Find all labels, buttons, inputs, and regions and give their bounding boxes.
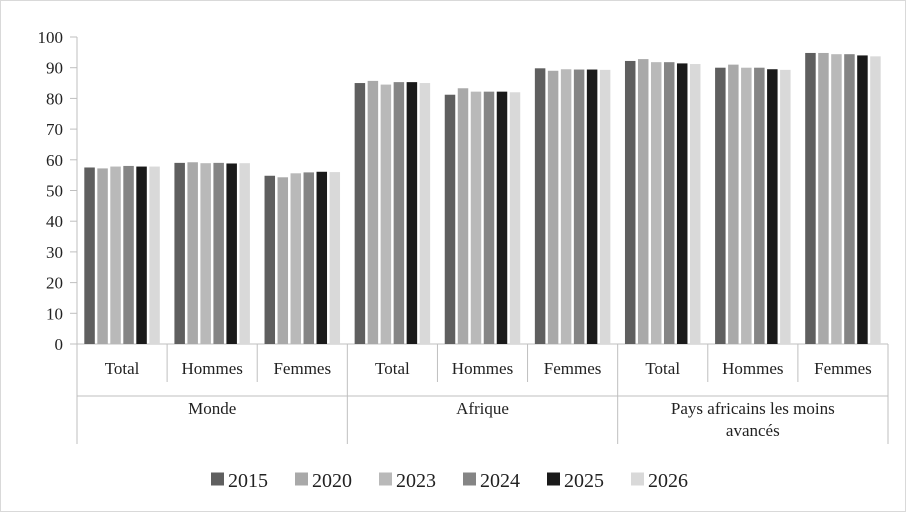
bar-2026-pays-hommes: [780, 69, 791, 344]
bar-2020-pays-femmes: [818, 52, 829, 345]
bar-2026-afrique-femmes: [599, 69, 611, 344]
bar-2015-pays-femmes: [805, 52, 816, 345]
x-category-label: Femmes: [544, 359, 602, 378]
bar-2015-monde-hommes: [174, 162, 185, 344]
y-tick-label: 100: [38, 28, 64, 47]
x-group-label-line: avancés: [726, 421, 780, 440]
bar-2015-afrique-hommes: [444, 94, 456, 344]
y-tick-label: 60: [46, 151, 63, 170]
x-category-label: Total: [105, 359, 140, 378]
bar-2020-monde-femmes: [277, 177, 289, 344]
bar-2026-pays-total: [689, 64, 701, 345]
bar-2025-monde-total: [136, 166, 147, 344]
x-group-label: Afrique: [456, 399, 509, 418]
bar-2015-monde-total: [84, 167, 95, 344]
bar-2023-monde-hommes: [200, 163, 211, 344]
legend-label-2023: 2023: [396, 470, 436, 492]
bar-2023-pays-femmes: [831, 54, 842, 344]
bar-2024-pays-femmes: [844, 54, 855, 344]
legend-label-2025: 2025: [564, 470, 604, 492]
bar-2023-monde-total: [110, 166, 121, 344]
bar-2015-afrique-total: [354, 83, 366, 345]
y-tick-label: 20: [46, 274, 63, 293]
bar-2024-afrique-total: [393, 82, 405, 344]
bar-2023-pays-hommes: [741, 67, 752, 344]
legend-label-2020: 2020: [312, 470, 352, 492]
bar-2020-afrique-hommes: [457, 88, 469, 345]
bar-2025-monde-hommes: [226, 163, 237, 344]
x-category-label: Total: [645, 359, 680, 378]
y-tick-label: 70: [46, 120, 63, 139]
y-tick-label: 50: [46, 182, 63, 201]
bar-2026-afrique-hommes: [509, 92, 521, 344]
bar-2025-pays-hommes: [767, 69, 778, 345]
legend-swatch-2015: [211, 472, 224, 486]
bar-2023-afrique-total: [380, 84, 392, 344]
bar-2024-afrique-hommes: [483, 91, 495, 345]
bar-2024-monde-femmes: [303, 172, 315, 344]
bar-2015-pays-hommes: [715, 67, 726, 344]
legend: 2015 2020 2023 2024 2025 2026: [211, 470, 688, 492]
bar-2025-afrique-hommes: [496, 91, 508, 345]
y-tick-label: 90: [46, 59, 63, 78]
y-tick-label: 80: [46, 89, 63, 108]
bar-2023-afrique-hommes: [470, 91, 482, 345]
bar-2024-monde-hommes: [213, 162, 224, 344]
bar-2024-monde-total: [123, 165, 134, 344]
bar-2026-monde-total: [149, 166, 160, 344]
bar-2020-pays-total: [637, 59, 649, 344]
bar-2025-monde-femmes: [316, 171, 328, 344]
legend-swatch-2023: [379, 472, 392, 486]
legend-label-2026: 2026: [648, 470, 688, 492]
label-layer: Total Hommes Femmes Monde Total Hommes Femmes A…: [105, 359, 872, 440]
bar-2024-pays-hommes: [754, 67, 765, 344]
bar-2025-pays-total: [676, 63, 688, 345]
bar-2015-afrique-femmes: [534, 68, 546, 344]
bar-2026-afrique-total: [419, 83, 431, 345]
y-tick-label: 0: [55, 335, 64, 354]
legend-label-2024: 2024: [480, 470, 520, 492]
bar-2015-monde-femmes: [264, 175, 276, 344]
bar-2020-monde-hommes: [187, 162, 198, 344]
legend-swatch-2025: [547, 472, 560, 486]
bar-2026-monde-femmes: [329, 172, 341, 344]
y-tick-label: 30: [46, 243, 63, 262]
x-group-label: Monde: [188, 399, 236, 418]
x-category-label: Hommes: [452, 359, 513, 378]
legend-swatch-2026: [631, 472, 644, 486]
bar-2023-pays-total: [650, 62, 662, 345]
bar-2024-afrique-femmes: [573, 69, 585, 344]
bar-2024-pays-total: [663, 62, 675, 345]
axis-layer: 0 10 20 30 40 50 60 70 80 90 100: [38, 28, 889, 444]
legend-label-2015: 2015: [228, 470, 268, 492]
bar-2023-monde-femmes: [290, 173, 302, 344]
bar-2020-pays-hommes: [728, 64, 739, 344]
x-group-label-line: Pays africains les moins: [671, 399, 835, 418]
bar-layer: [84, 52, 881, 345]
legend-swatch-2020: [295, 472, 308, 486]
bar-2020-afrique-total: [367, 80, 379, 345]
x-category-label: Hommes: [181, 359, 242, 378]
x-category-label: Total: [375, 359, 410, 378]
bar-2026-monde-hommes: [239, 163, 250, 344]
bar-2023-afrique-femmes: [560, 69, 572, 345]
bar-2020-monde-total: [97, 168, 108, 344]
bar-2015-pays-total: [624, 60, 636, 344]
x-category-label: Femmes: [814, 359, 872, 378]
x-category-label: Hommes: [722, 359, 783, 378]
x-category-label: Femmes: [273, 359, 331, 378]
y-tick-label: 40: [46, 212, 63, 231]
y-tick-label: 10: [46, 304, 63, 323]
bar-2026-pays-femmes: [870, 56, 881, 345]
bar-2025-afrique-total: [406, 82, 418, 344]
bar-2025-pays-femmes: [857, 55, 868, 345]
legend-swatch-2024: [463, 472, 476, 486]
bar-2020-afrique-femmes: [547, 70, 559, 345]
bar-2025-afrique-femmes: [586, 69, 598, 344]
